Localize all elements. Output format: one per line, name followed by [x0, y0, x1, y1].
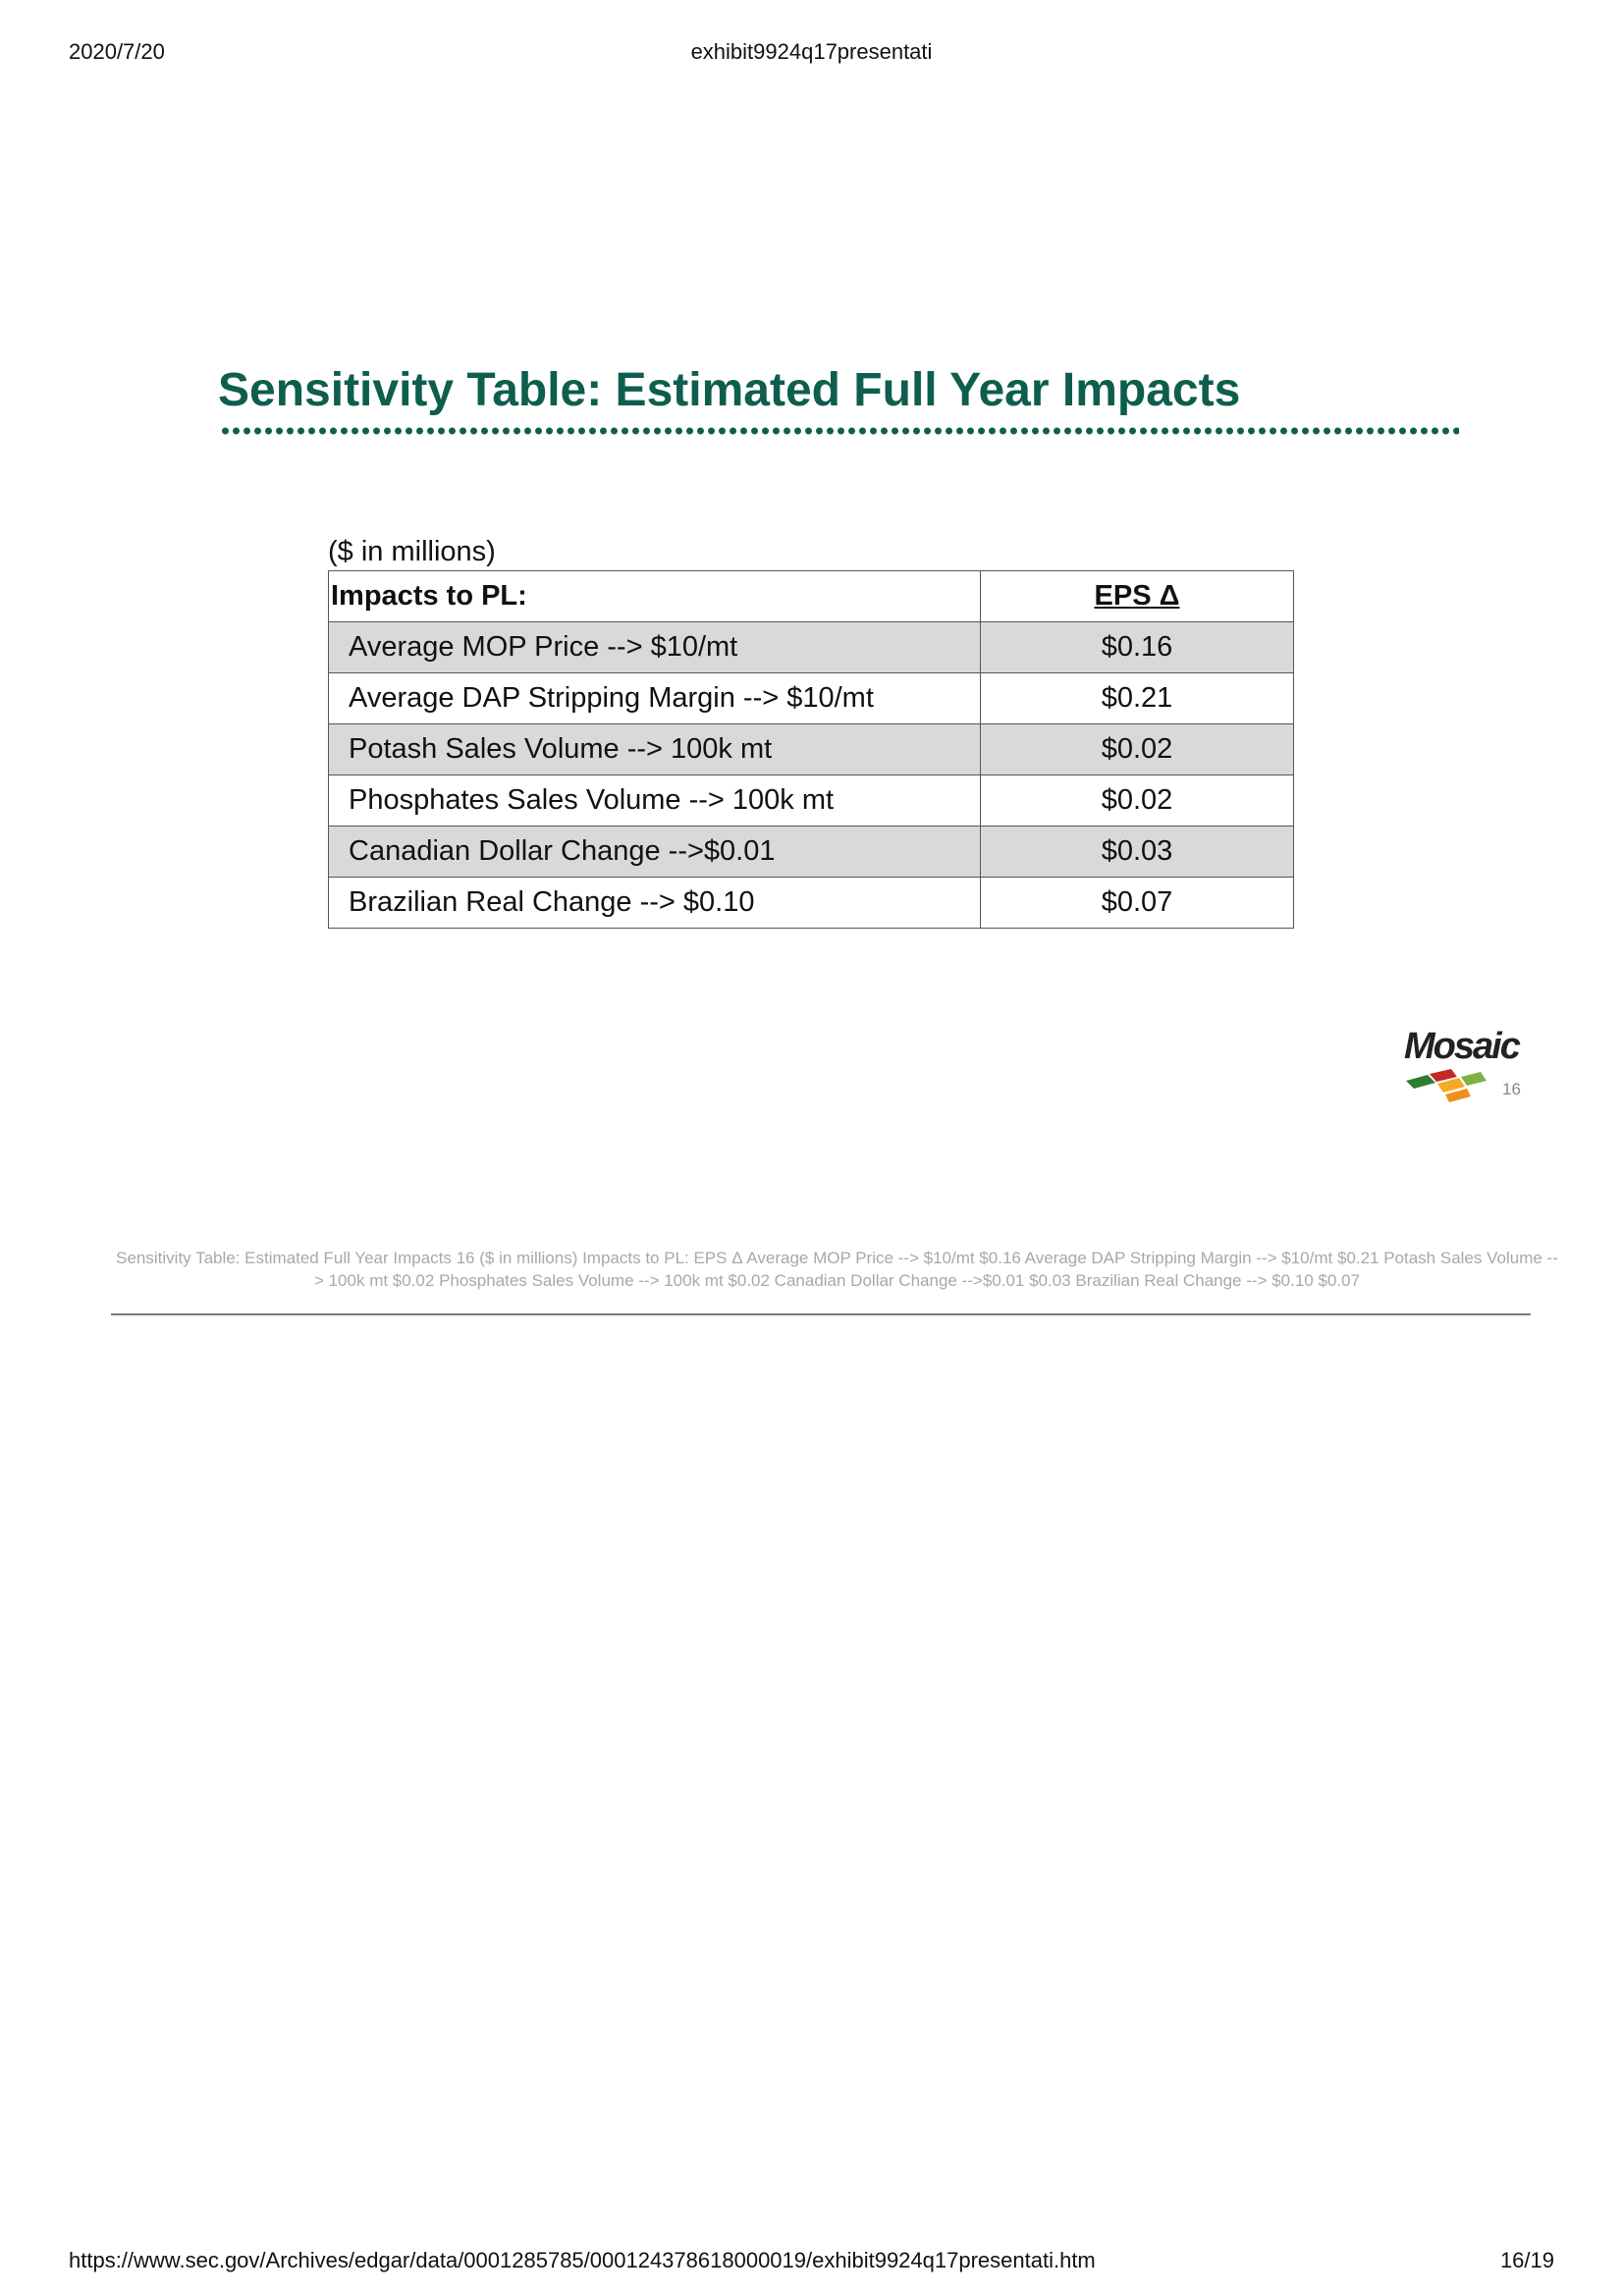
header-label: Impacts to PL:	[328, 570, 981, 622]
slide: Sensitivity Table: Estimated Full Year I…	[108, 294, 1522, 1139]
title-dotted-rule	[220, 425, 1459, 437]
print-url: https://www.sec.gov/Archives/edgar/data/…	[69, 2248, 1096, 2272]
print-page-number: 16/19	[1499, 2248, 1554, 2272]
row-value: $0.07	[980, 877, 1294, 929]
slide-text-transcript: Sensitivity Table: Estimated Full Year I…	[116, 1249, 1558, 1290]
table-row: Average MOP Price --> $10/mt $0.16	[328, 621, 1294, 673]
row-value: $0.02	[980, 723, 1294, 775]
table-row: Canadian Dollar Change -->$0.01 $0.03	[328, 826, 1294, 878]
print-document-title: exhibit9924q17presentati	[690, 39, 933, 64]
separator-rule	[111, 1313, 1531, 1315]
table-row: Average DAP Stripping Margin --> $10/mt …	[328, 672, 1294, 724]
table-row: Brazilian Real Change --> $0.10 $0.07	[328, 877, 1294, 929]
mosaic-logo: Mosaic	[1384, 1026, 1532, 1104]
logo-wordmark: Mosaic	[1404, 1026, 1521, 1067]
row-value: $0.03	[980, 826, 1294, 878]
row-value: $0.21	[980, 672, 1294, 724]
row-value: $0.02	[980, 774, 1294, 827]
row-label: Phosphates Sales Volume --> 100k mt	[328, 774, 981, 827]
slide-title: Sensitivity Table: Estimated Full Year I…	[218, 364, 1241, 416]
row-value: $0.16	[980, 621, 1294, 673]
row-label: Potash Sales Volume --> 100k mt	[328, 723, 981, 775]
table-header-row: Impacts to PL: EPS Δ	[328, 570, 1294, 622]
table-row: Phosphates Sales Volume --> 100k mt $0.0…	[328, 774, 1294, 827]
row-label: Average DAP Stripping Margin --> $10/mt	[328, 672, 981, 724]
header-value: EPS Δ	[980, 570, 1294, 622]
sensitivity-table: Impacts to PL: EPS Δ Average MOP Price -…	[328, 570, 1294, 929]
row-label: Canadian Dollar Change -->$0.01	[328, 826, 981, 878]
table-row: Potash Sales Volume --> 100k mt $0.02	[328, 723, 1294, 775]
row-label: Average MOP Price --> $10/mt	[328, 621, 981, 673]
units-note: ($ in millions)	[328, 536, 496, 567]
print-date: 2020/7/20	[69, 39, 165, 64]
mosaic-tile-icon	[1406, 1069, 1487, 1102]
row-label: Brazilian Real Change --> $0.10	[328, 877, 981, 929]
slide-page-number: 16	[1502, 1080, 1521, 1098]
